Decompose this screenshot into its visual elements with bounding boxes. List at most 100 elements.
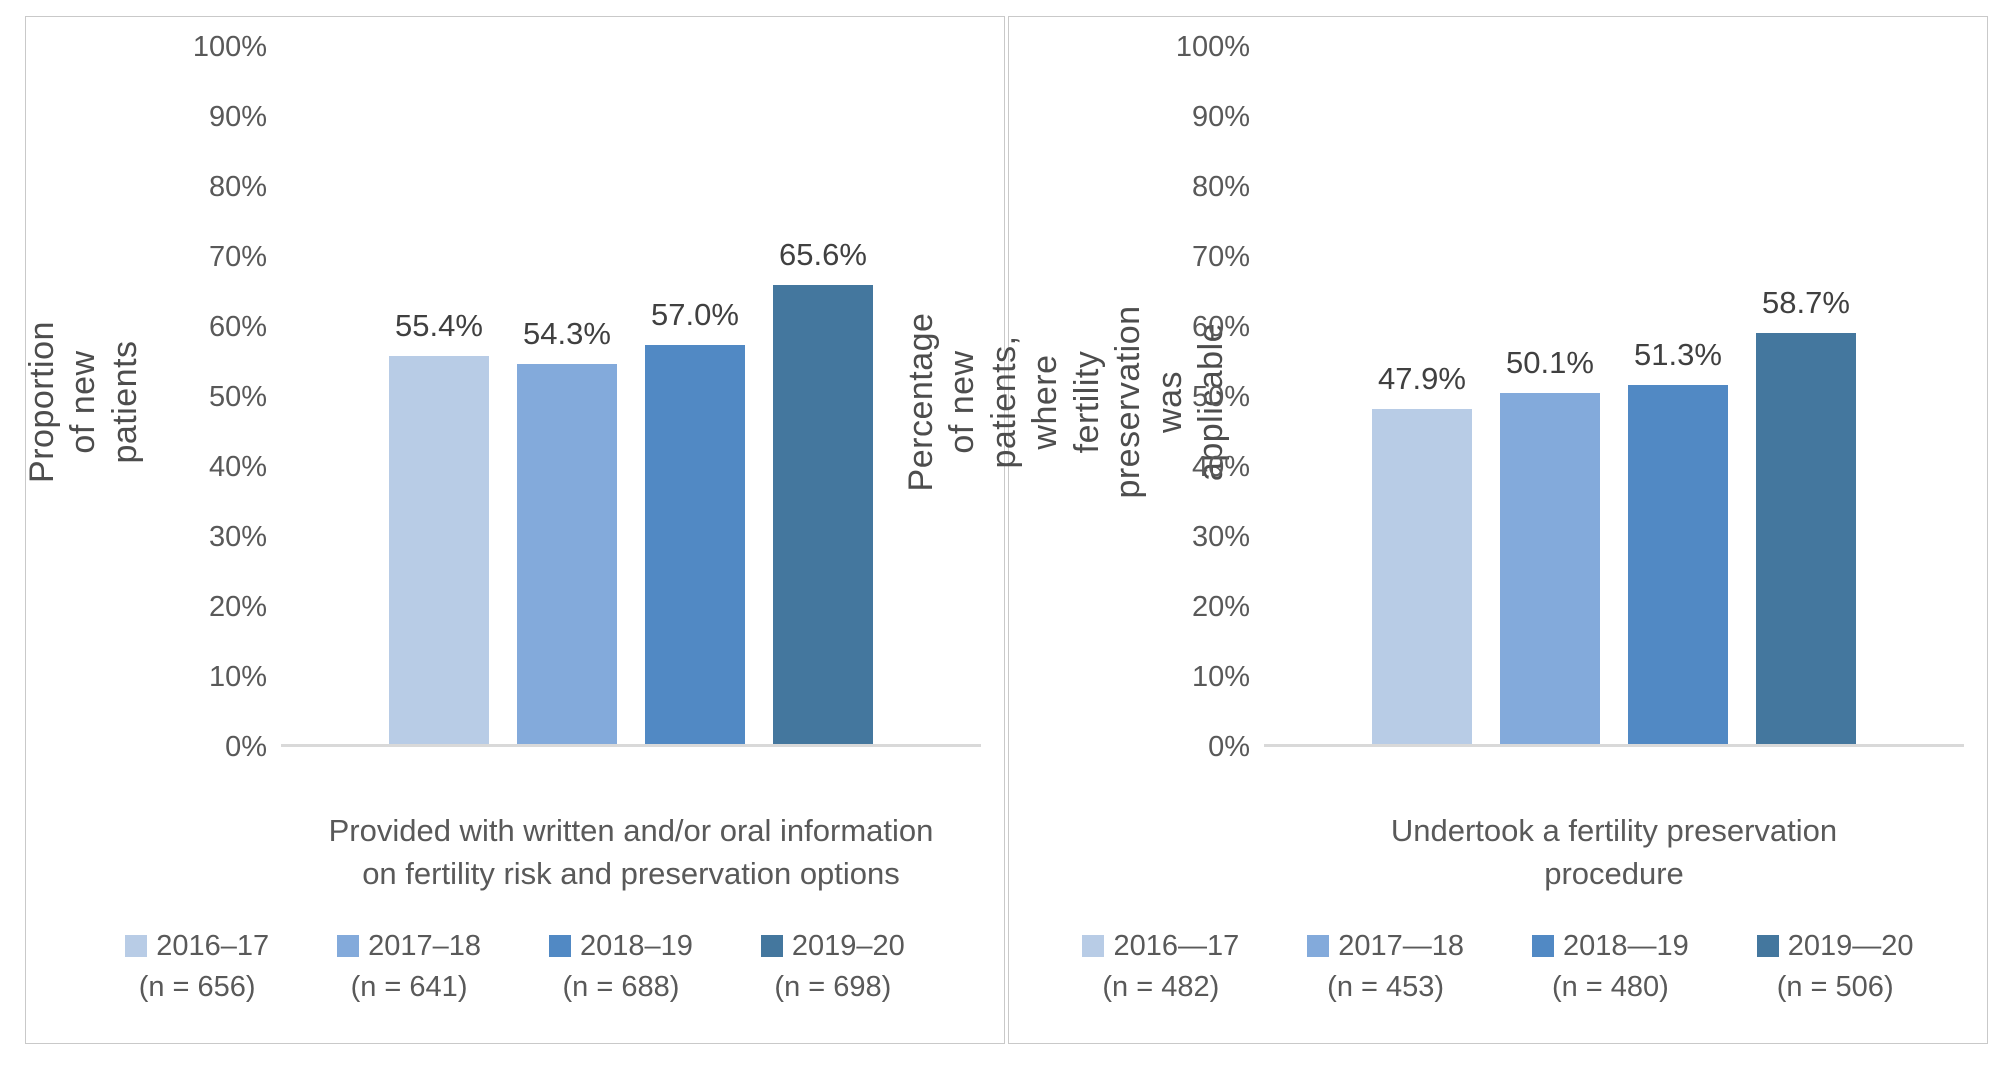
bar-value-label: 51.3%	[1634, 336, 1722, 372]
x-axis-category-label: Provided with written and/or oral inform…	[328, 813, 934, 892]
legend-entry-top: 2016–17	[125, 930, 269, 963]
legend-year-label: 2018–19	[580, 929, 693, 962]
y-axis-title-column: Percentage of new patients, where fertil…	[902, 47, 1230, 759]
y-tick-label: 40%	[208, 451, 267, 483]
y-tick-label: 50%	[1191, 381, 1250, 413]
y-tick-label: 100%	[192, 31, 267, 63]
y-tick-label: 90%	[1191, 101, 1250, 133]
y-tick-label: 20%	[208, 591, 267, 623]
legend-sample-size-label: (n = 453)	[1327, 970, 1445, 1003]
chart-panel-information-provided: Proportion of new patients 0% 10% 20% 30% 40…	[23, 16, 1005, 1044]
legend-entry-top: 2017–18	[337, 930, 481, 963]
legend-sample-size-label: (n = 506)	[1776, 970, 1894, 1003]
legend-sample-size-label: (n = 482)	[1102, 970, 1220, 1003]
y-tick-label: 30%	[1191, 521, 1250, 553]
bar-column-2018–19: 57.0%	[645, 297, 745, 744]
bar-value-label: 54.3%	[523, 315, 611, 351]
legend-swatch-icon	[1307, 935, 1330, 958]
y-axis-title-column: Proportion of new patients	[23, 47, 144, 759]
bar-column-2016—17: 47.9%	[1372, 361, 1472, 744]
bar-2018–19	[645, 345, 745, 744]
legend-sample-size-label: (n = 656)	[138, 970, 256, 1003]
legend-year-label: 2016—17	[1113, 929, 1240, 962]
legend-year-label: 2019–20	[791, 929, 905, 962]
y-tick-label: 20%	[1191, 591, 1250, 623]
y-tick-label: 40%	[1191, 451, 1250, 483]
legend-swatch-icon	[1532, 935, 1554, 958]
legend-swatch-icon	[1082, 935, 1105, 958]
legend-year-label: 2017—18	[1338, 929, 1464, 962]
bar-column-2017–18: 54.3%	[517, 316, 617, 744]
bar-2018—19	[1628, 384, 1728, 744]
legend-year-label: 2019—20	[1787, 929, 1914, 962]
x-axis-category-label: Undertook a fertility preservation proce…	[1390, 813, 1838, 892]
legend-entry-top: 2018–19	[549, 930, 693, 963]
bar-2017—18	[1500, 393, 1600, 744]
chart-legend: 2016—17 (n = 482) 2017—18 (n = 453) 2018—19 (…	[1009, 930, 1987, 1004]
legend-entry-2017—18: 2017—18 (n = 453)	[1307, 930, 1464, 1004]
y-tick-label: 0%	[225, 731, 267, 763]
legend-sample-size-label: (n = 641)	[350, 970, 468, 1003]
legend-swatch-icon	[549, 935, 571, 958]
y-tick-label: 50%	[208, 381, 267, 413]
legend-sample-size-label: (n = 698)	[774, 970, 892, 1003]
y-tick-label: 60%	[208, 311, 267, 343]
bar-2019–20	[773, 284, 873, 744]
legend-entry-top: 2016—17	[1082, 930, 1239, 963]
chart-plot-region: Percentage of new patients, where fertil…	[902, 31, 1987, 763]
bar-2017–18	[517, 363, 617, 744]
y-tick-label: 70%	[208, 241, 267, 273]
y-axis-title: Proportion of new patients	[22, 321, 144, 483]
chart-legend: 2016–17 (n = 656) 2017–18 (n = 641) 2018–19 (…	[26, 930, 1004, 1004]
bar-value-label: 47.9%	[1378, 360, 1466, 396]
bar-column-2019—20: 58.7%	[1756, 285, 1856, 744]
legend-swatch-icon	[1756, 935, 1779, 958]
legend-entry-2018–19: 2018–19 (n = 688)	[549, 930, 693, 1004]
legend-year-label: 2017–18	[368, 929, 481, 962]
legend-entry-2017–18: 2017–18 (n = 641)	[337, 930, 481, 1004]
legend-entry-top: 2017—18	[1307, 930, 1464, 963]
legend-swatch-icon	[125, 935, 148, 958]
legend-entry-2018—19: 2018—19 (n = 480)	[1532, 930, 1689, 1004]
y-tick-label: 70%	[1191, 241, 1250, 273]
legend-entry-2019—20: 2019—20 (n = 506)	[1756, 929, 1914, 1004]
legend-sample-size-label: (n = 688)	[562, 970, 680, 1003]
bar-value-label: 50.1%	[1506, 345, 1594, 381]
plot-area: 47.9% 50.1% 51.3% 58.7%	[1264, 47, 1964, 747]
legend-year-label: 2016–17	[156, 929, 270, 962]
plot-area: 55.4% 54.3% 57.0% 65.6%	[281, 47, 981, 747]
legend-entry-2016–17: 2016–17 (n = 656)	[125, 930, 269, 1004]
y-tick-label: 30%	[208, 521, 267, 553]
y-axis-ticks: 0% 10% 20% 30% 40% 50% 60% 70% 80% 90% 100%	[1114, 31, 1254, 763]
y-tick-label: 0%	[1208, 731, 1250, 763]
legend-sample-size-label: (n = 480)	[1551, 970, 1669, 1003]
bar-value-label: 58.7%	[1762, 285, 1850, 321]
chart-plot-region: Proportion of new patients 0% 10% 20% 30% 40…	[23, 31, 1004, 763]
bar-2019—20	[1756, 333, 1856, 744]
legend-swatch-icon	[760, 935, 783, 958]
y-tick-label: 80%	[208, 171, 267, 203]
bar-value-label: 57.0%	[651, 297, 739, 332]
y-tick-label: 10%	[208, 661, 267, 693]
y-tick-label: 60%	[1191, 311, 1250, 343]
y-tick-label: 90%	[208, 101, 267, 133]
bar-column-2018—19: 51.3%	[1628, 337, 1728, 744]
y-tick-label: 10%	[1191, 661, 1250, 693]
bar-value-label: 65.6%	[779, 236, 867, 272]
bar-2016—17	[1372, 408, 1472, 744]
legend-year-label: 2018—19	[1563, 929, 1689, 962]
y-tick-label: 80%	[1191, 171, 1250, 203]
legend-entry-top: 2018—19	[1532, 930, 1689, 963]
bar-column-2019–20: 65.6%	[773, 237, 873, 744]
chart-panel-procedure-undertaken: Percentage of new patients, where fertil…	[902, 16, 1988, 1044]
y-axis-ticks: 0% 10% 20% 30% 40% 50% 60% 70% 80% 90% 100%	[131, 31, 271, 763]
y-tick-label: 100%	[1175, 31, 1250, 63]
legend-entry-2016—17: 2016—17 (n = 482)	[1082, 930, 1239, 1004]
legend-entry-top: 2019—20	[1756, 929, 1914, 963]
bar-2016–17	[389, 356, 489, 744]
plot-wrap: 0% 10% 20% 30% 40% 50% 60% 70% 80% 90% 100% 47.9% 5…	[1114, 31, 1964, 763]
legend-swatch-icon	[337, 935, 360, 958]
legend-entry-2019–20: 2019–20 (n = 698)	[760, 929, 905, 1004]
plot-wrap: 0% 10% 20% 30% 40% 50% 60% 70% 80% 90% 100% 55.4% 5…	[131, 31, 981, 763]
